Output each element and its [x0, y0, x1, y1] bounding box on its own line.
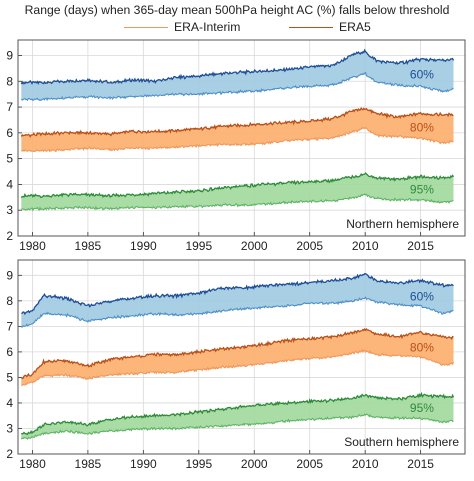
x-tick-label: 2005	[296, 239, 323, 253]
band-95pct-lower-line	[21, 193, 454, 212]
band-60pct-upper-line	[20, 48, 455, 85]
x-tick-label: 1990	[130, 457, 157, 471]
x-tick-label: 2000	[241, 457, 268, 471]
plot-frame	[17, 259, 466, 455]
legend-label-era-interim: ERA-Interim	[174, 20, 241, 34]
band-60pct-lower-line	[20, 71, 454, 102]
band-80pct-lower-line	[21, 126, 454, 153]
legend-label-era5: ERA5	[339, 20, 371, 34]
band-80pct-label: 80%	[410, 120, 434, 134]
band-95pct-upper-line	[20, 391, 455, 436]
x-tick-label: 1985	[75, 457, 102, 471]
plot-frame	[17, 39, 466, 237]
panel-label: Northern hemisphere	[346, 217, 459, 231]
x-tick-label: 2015	[407, 457, 434, 471]
band-80pct-label: 80%	[410, 341, 434, 355]
y-tick-label: 2	[6, 229, 13, 243]
y-tick-label: 5	[6, 152, 13, 166]
band-60pct-upper-line	[21, 273, 454, 316]
band-95pct-label: 95%	[410, 401, 434, 415]
x-tick-label: 2010	[352, 457, 379, 471]
y-tick-label: 6	[6, 126, 13, 140]
panel-label: Southern hemisphere	[344, 435, 459, 449]
y-tick-label: 9	[6, 48, 13, 62]
band-95pct-fill	[21, 393, 454, 440]
y-tick-label: 2	[6, 447, 13, 461]
band-60pct-fill	[21, 273, 454, 328]
y-tick-label: 8	[6, 74, 13, 88]
band-60pct-label: 60%	[410, 67, 434, 81]
band-60pct-label: 60%	[410, 289, 434, 303]
x-tick-label: 1985	[75, 239, 102, 253]
legend-item-era5: ERA5	[289, 20, 371, 34]
y-tick-label: 8	[6, 294, 13, 308]
band-80pct-fill	[21, 108, 454, 152]
x-tick-label: 1980	[19, 457, 46, 471]
x-tick-label: 1995	[185, 457, 212, 471]
band-95pct-label: 95%	[410, 182, 434, 196]
x-tick-label: 1990	[130, 239, 157, 253]
y-tick-label: 3	[6, 203, 13, 217]
band-80pct-lower-line	[21, 349, 454, 387]
y-tick-label: 6	[6, 345, 13, 359]
band-95pct-upper-line	[20, 172, 455, 199]
legend: ERA-Interim ERA5	[0, 20, 474, 38]
band-80pct-fill	[21, 329, 454, 386]
band-80pct-upper-line	[20, 327, 454, 380]
panel-northern: 2 3 4 5 6 7 8 9 1980 1985 1990 1995 2000 2005 2010 2015…	[6, 39, 466, 253]
chart-title: Range (days) when 365-day mean 500hPa he…	[24, 3, 450, 17]
band-60pct-fill	[21, 50, 454, 101]
y-tick-label: 7	[6, 319, 13, 333]
x-tick-label: 1995	[185, 239, 212, 253]
band-95pct-lower-line	[20, 413, 454, 440]
band-95pct-fill	[21, 173, 454, 211]
y-tick-label: 3	[6, 421, 13, 435]
legend-swatch-era-interim	[124, 26, 168, 28]
x-tick-label: 1980	[19, 239, 46, 253]
y-tick-label: 7	[6, 100, 13, 114]
x-tick-label: 2010	[352, 239, 379, 253]
y-tick-label: 4	[6, 396, 13, 410]
x-tick-label: 2000	[241, 239, 268, 253]
x-tick-label: 2005	[296, 457, 323, 471]
x-tick-label: 2015	[407, 239, 434, 253]
legend-item-era-interim: ERA-Interim	[124, 20, 240, 34]
band-60pct-lower-line	[21, 296, 454, 328]
panel-southern: 2 3 4 5 6 7 8 9 1980 1985 1990 1995 2000 2005 2010 2015…	[6, 259, 466, 471]
y-tick-label: 9	[6, 268, 13, 282]
y-tick-label: 5	[6, 370, 13, 384]
legend-swatch-era5	[289, 26, 333, 28]
band-80pct-upper-line	[20, 107, 454, 138]
y-tick-label: 4	[6, 177, 13, 191]
